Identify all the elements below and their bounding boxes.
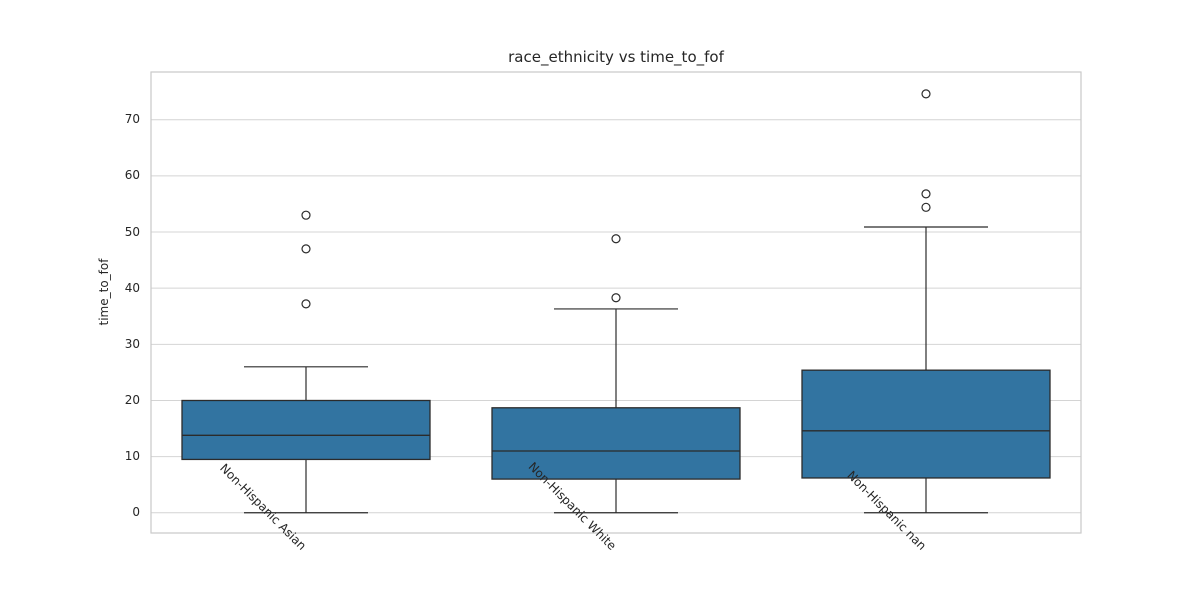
y-tick-label: 70 — [124, 112, 140, 126]
outlier-point — [921, 189, 931, 199]
y-tick-label: 30 — [124, 337, 140, 351]
outlier-point — [611, 234, 621, 244]
y-tick-label: 50 — [124, 225, 140, 239]
y-tick-label: 0 — [132, 505, 140, 519]
iqr-box — [181, 399, 431, 461]
outlier-point — [301, 244, 311, 254]
iqr-box — [801, 369, 1051, 479]
y-tick-label: 60 — [124, 168, 140, 182]
outlier-point — [301, 299, 311, 309]
y-tick-label: 20 — [124, 393, 140, 407]
outlier-point — [921, 89, 931, 99]
outlier-point — [301, 210, 311, 220]
chart-title: race_ethnicity vs time_to_fof — [508, 48, 724, 66]
iqr-box — [491, 407, 741, 480]
outlier-point — [611, 293, 621, 303]
y-tick-label: 10 — [124, 449, 140, 463]
outlier-point — [921, 202, 931, 212]
y-tick-label: 40 — [124, 281, 140, 295]
axes-spines — [150, 71, 1082, 534]
